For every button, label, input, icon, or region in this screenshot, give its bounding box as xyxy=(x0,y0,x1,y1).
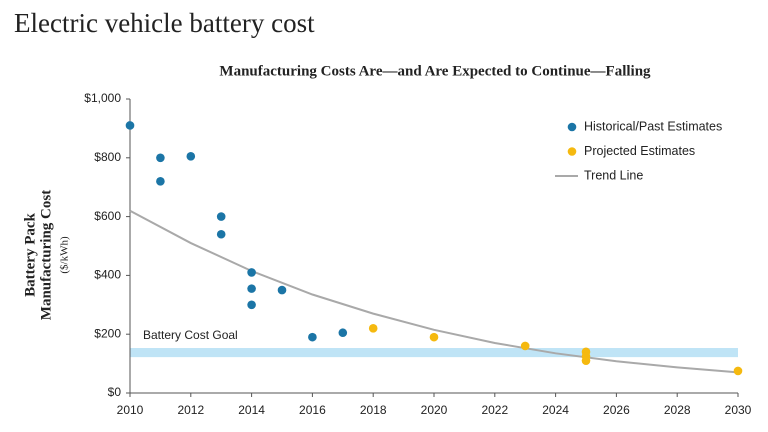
y-axis-label: Battery Pack Manufacturing Cost ($/kWh) xyxy=(22,190,70,320)
data-point xyxy=(125,121,135,130)
legend-label: Trend Line xyxy=(584,168,643,182)
y-tick-label: $800 xyxy=(94,150,121,164)
trend-line xyxy=(129,209,739,374)
data-point xyxy=(247,268,256,277)
x-tick-label: 2018 xyxy=(360,403,387,417)
y-tick-label: $400 xyxy=(94,268,121,282)
data-point xyxy=(247,284,256,293)
goal-band xyxy=(130,348,738,358)
y-tick-label: $0 xyxy=(108,385,122,399)
x-tick-label: 2022 xyxy=(481,403,508,417)
x-tick-label: 2028 xyxy=(664,403,691,417)
x-tick-label: 2020 xyxy=(421,403,448,417)
y-label-line: Manufacturing Cost xyxy=(38,190,54,320)
data-point xyxy=(581,356,591,365)
data-point xyxy=(156,153,165,163)
x-tick-label: 2014 xyxy=(238,403,265,417)
x-tick-label: 2030 xyxy=(725,403,752,417)
legend-label: Historical/Past Estimates xyxy=(584,119,722,133)
y-tick-label: $200 xyxy=(94,326,121,340)
page-title: Electric vehicle battery cost xyxy=(14,8,315,38)
data-point xyxy=(186,152,196,161)
legend-swatch xyxy=(567,147,577,156)
data-point xyxy=(520,341,530,351)
x-tick-label: 2026 xyxy=(603,403,630,417)
y-tick-label: $600 xyxy=(94,209,121,223)
data-point xyxy=(429,332,439,342)
data-point xyxy=(368,324,378,333)
data-point xyxy=(247,300,256,310)
data-point xyxy=(733,366,743,376)
data-point xyxy=(308,332,317,342)
y-tick-label: $1,000 xyxy=(84,91,121,105)
y-unit: ($/kWh) xyxy=(59,236,71,274)
data-point xyxy=(156,177,165,186)
data-point xyxy=(277,285,287,295)
x-tick-label: 2010 xyxy=(117,403,144,417)
chart-title: Manufacturing Costs Are—and Are Expected… xyxy=(219,63,651,79)
x-tick-label: 2024 xyxy=(542,403,569,417)
data-point xyxy=(216,212,226,221)
legend-label: Projected Estimates xyxy=(584,144,695,158)
y-label-line: Battery Pack xyxy=(22,212,38,296)
x-tick-label: 2012 xyxy=(177,403,204,417)
data-point xyxy=(338,328,348,338)
x-tick-label: 2016 xyxy=(299,403,326,417)
data-point xyxy=(216,229,226,239)
legend-swatch xyxy=(567,122,577,132)
goal-label: Battery Cost Goal xyxy=(143,328,238,342)
